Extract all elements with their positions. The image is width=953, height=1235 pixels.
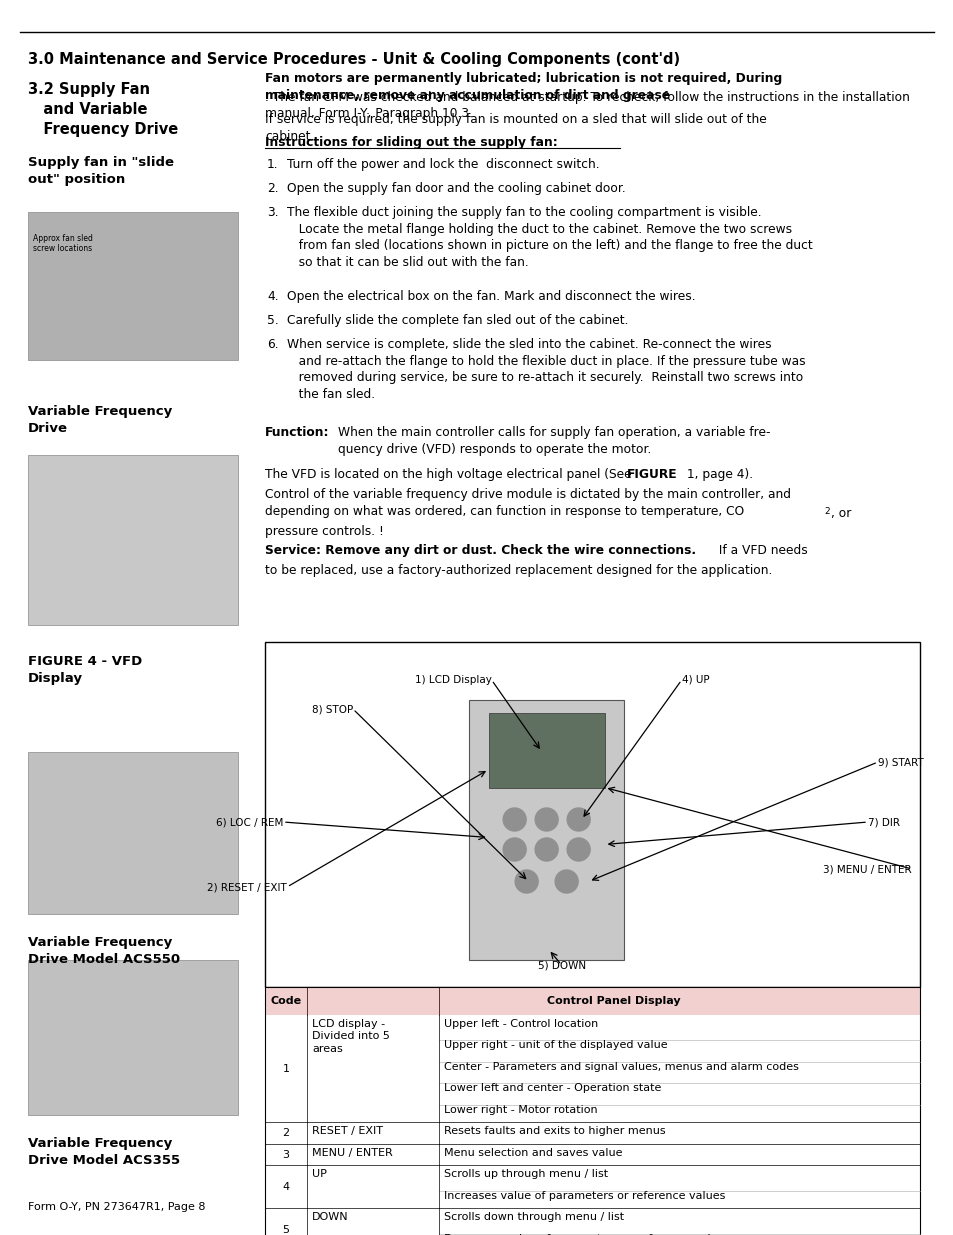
Text: 4.: 4.	[267, 290, 278, 303]
Text: 4: 4	[282, 1182, 290, 1192]
Text: , or: , or	[830, 506, 850, 520]
Text: Function:: Function:	[265, 426, 329, 438]
Circle shape	[566, 808, 590, 831]
Text: Lower right - Motor rotation: Lower right - Motor rotation	[443, 1105, 597, 1115]
Text: FIGURE 4 - VFD
Display: FIGURE 4 - VFD Display	[28, 655, 142, 685]
Text: Instructions for sliding out the supply fan:: Instructions for sliding out the supply …	[265, 136, 558, 149]
Bar	[28, 212, 237, 359]
Circle shape	[502, 808, 526, 831]
Bar	[28, 454, 237, 625]
Bar	[28, 960, 237, 1115]
Text: Scrolls up through menu / list: Scrolls up through menu / list	[443, 1170, 607, 1179]
Text: Carefully slide the complete fan sled out of the cabinet.: Carefully slide the complete fan sled ou…	[287, 314, 628, 327]
Text: Scrolls down through menu / list: Scrolls down through menu / list	[443, 1213, 623, 1223]
Text: The VFD is located on the high voltage electrical panel (See: The VFD is located on the high voltage e…	[265, 468, 635, 480]
Text: 5.: 5.	[267, 314, 278, 327]
Circle shape	[566, 839, 590, 861]
Text: The flexible duct joining the supply fan to the cooling compartment is visible.
: The flexible duct joining the supply fan…	[287, 206, 812, 268]
Bar	[265, 987, 919, 1235]
Bar	[265, 642, 919, 987]
Text: Approx fan sled
screw locations: Approx fan sled screw locations	[33, 233, 92, 253]
Text: DOWN: DOWN	[312, 1213, 348, 1223]
Text: Resets faults and exits to higher menus: Resets faults and exits to higher menus	[443, 1126, 665, 1136]
Bar	[469, 699, 623, 960]
Text: When the main controller calls for supply fan operation, a variable fre-
quency : When the main controller calls for suppl…	[337, 426, 770, 456]
Text: If service is required, the supply fan is mounted on a sled that will slide out : If service is required, the supply fan i…	[265, 112, 766, 142]
Text: Control of the variable frequency drive module is dictated by the main controlle: Control of the variable frequency drive …	[265, 488, 790, 517]
Text: 2: 2	[823, 506, 829, 515]
Text: 3.0 Maintenance and Service Procedures - Unit & Cooling Components (cont'd): 3.0 Maintenance and Service Procedures -…	[28, 52, 679, 67]
Text: 6) LOC / REM: 6) LOC / REM	[215, 818, 283, 827]
Text: 1, page 4).: 1, page 4).	[682, 468, 752, 480]
Text: Increases value of parameters or reference values: Increases value of parameters or referen…	[443, 1191, 724, 1200]
Text: UP: UP	[312, 1170, 327, 1179]
Bar	[28, 752, 237, 914]
Text: MENU / ENTER: MENU / ENTER	[312, 1149, 393, 1158]
Circle shape	[555, 869, 578, 893]
Bar	[265, 1015, 919, 1123]
Text: If a VFD needs: If a VFD needs	[710, 543, 807, 557]
Text: Open the supply fan door and the cooling cabinet door.: Open the supply fan door and the cooling…	[287, 182, 625, 195]
Text: 6.: 6.	[267, 338, 278, 351]
Bar	[265, 987, 919, 1015]
Text: Supply fan in "slide
out" position: Supply fan in "slide out" position	[28, 156, 173, 186]
Text: FIGURE: FIGURE	[626, 468, 677, 480]
Text: 1: 1	[282, 1063, 289, 1073]
Text: LCD display -
Divided into 5
areas: LCD display - Divided into 5 areas	[312, 1019, 390, 1053]
Text: 3.2 Supply Fan
   and Variable
   Frequency Drive: 3.2 Supply Fan and Variable Frequency Dr…	[28, 82, 178, 137]
Text: 3.: 3.	[267, 206, 278, 219]
Text: 1.: 1.	[267, 158, 278, 170]
Text: When service is complete, slide the sled into the cabinet. Re-connect the wires
: When service is complete, slide the sled…	[287, 338, 804, 400]
Text: Center - Parameters and signal values, menus and alarm codes: Center - Parameters and signal values, m…	[443, 1062, 798, 1072]
Circle shape	[515, 869, 537, 893]
Text: 9) START: 9) START	[877, 757, 923, 767]
Bar	[488, 713, 604, 788]
Text: 3: 3	[282, 1150, 289, 1160]
Circle shape	[535, 839, 558, 861]
Text: Control Panel Display: Control Panel Display	[546, 995, 679, 1007]
Text: . The fan CFM was checked and balanced at startup. To recheck, follow the instru: . The fan CFM was checked and balanced a…	[265, 90, 909, 120]
Text: RESET / EXIT: RESET / EXIT	[312, 1126, 382, 1136]
Text: Form O-Y, PN 273647R1, Page 8: Form O-Y, PN 273647R1, Page 8	[28, 1202, 205, 1212]
Bar	[265, 1209, 919, 1235]
Text: 2: 2	[282, 1129, 290, 1139]
Text: Upper right - unit of the displayed value: Upper right - unit of the displayed valu…	[443, 1041, 667, 1051]
Text: Variable Frequency
Drive Model ACS550: Variable Frequency Drive Model ACS550	[28, 936, 180, 966]
Circle shape	[535, 808, 558, 831]
Text: Fan motors are permanently lubricated; lubrication is not required, During
maint: Fan motors are permanently lubricated; l…	[265, 72, 781, 101]
Text: 8) STOP: 8) STOP	[312, 704, 353, 714]
Text: Service: Remove any dirt or dust. Check the wire connections.: Service: Remove any dirt or dust. Check …	[265, 543, 696, 557]
Text: 7) DIR: 7) DIR	[867, 818, 899, 827]
Text: Menu selection and saves value: Menu selection and saves value	[443, 1149, 622, 1158]
Text: to be replaced, use a factory-authorized replacement designed for the applicatio: to be replaced, use a factory-authorized…	[265, 564, 772, 577]
Text: Variable Frequency
Drive Model ACS355: Variable Frequency Drive Model ACS355	[28, 1137, 180, 1167]
Bar	[265, 1144, 919, 1166]
Text: 2) RESET / EXIT: 2) RESET / EXIT	[207, 882, 287, 892]
Text: 4) UP: 4) UP	[681, 676, 708, 685]
Text: 5) DOWN: 5) DOWN	[537, 960, 585, 969]
Text: Turn off the power and lock the  disconnect switch.: Turn off the power and lock the disconne…	[287, 158, 599, 170]
Bar	[265, 1123, 919, 1144]
Text: 1) LCD Display: 1) LCD Display	[415, 676, 491, 685]
Text: Lower left and center - Operation state: Lower left and center - Operation state	[443, 1083, 660, 1093]
Text: 2.: 2.	[267, 182, 278, 195]
Text: Code: Code	[270, 995, 301, 1007]
Text: pressure controls. !: pressure controls. !	[265, 525, 383, 537]
Text: 3) MENU / ENTER: 3) MENU / ENTER	[822, 864, 911, 874]
Text: Upper left - Control location: Upper left - Control location	[443, 1019, 598, 1029]
Text: Variable Frequency
Drive: Variable Frequency Drive	[28, 405, 172, 435]
Circle shape	[502, 839, 526, 861]
Text: Open the electrical box on the fan. Mark and disconnect the wires.: Open the electrical box on the fan. Mark…	[287, 290, 695, 303]
Bar	[265, 1166, 919, 1209]
Text: 5: 5	[282, 1225, 289, 1235]
